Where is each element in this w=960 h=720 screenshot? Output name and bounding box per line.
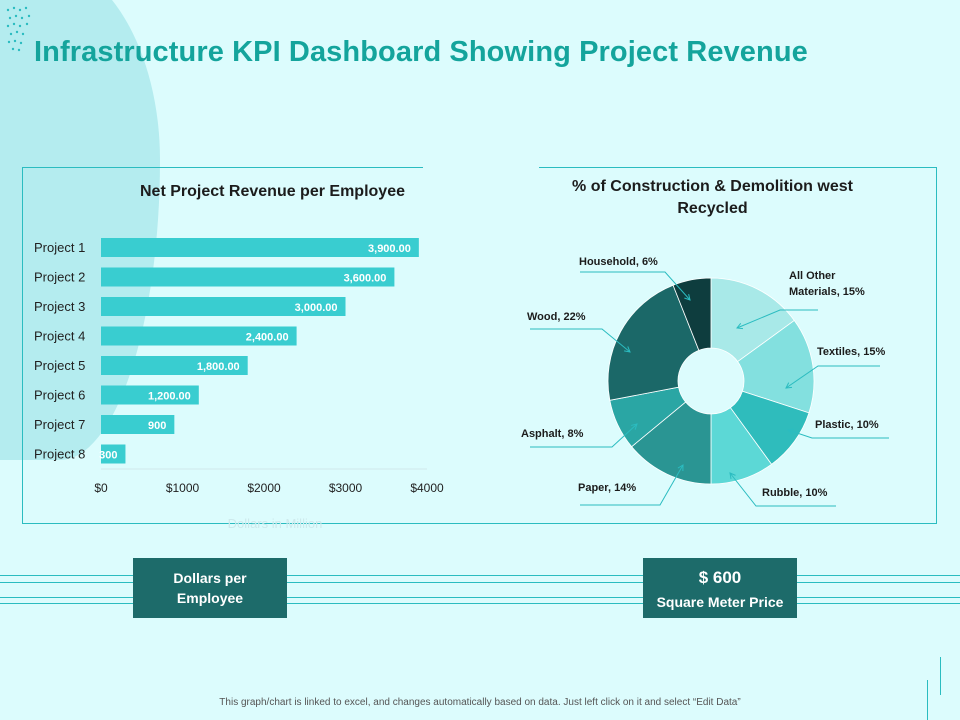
pie-slice <box>672 277 712 351</box>
square-meter-price-label: Square Meter Price <box>656 594 784 610</box>
leader-arrow <box>677 464 684 472</box>
x-tick-label: $0 <box>94 481 108 495</box>
square-meter-price-value: $ 600 <box>698 568 742 587</box>
leader-arrow <box>631 423 638 430</box>
divider-line <box>0 582 960 583</box>
dollars-per-employee-label: Dollars per Employee <box>173 570 247 606</box>
bar-value-label: 900 <box>148 420 166 432</box>
dollars-per-employee-box: Dollars per Employee <box>133 558 287 618</box>
decorative-dots-icon <box>6 6 31 52</box>
leader-line <box>736 309 818 329</box>
leader-arrow <box>787 428 794 435</box>
bar-category-label: Project 6 <box>34 388 85 403</box>
bar <box>101 385 199 405</box>
x-axis-title: Dollars in Million <box>228 516 323 531</box>
leader-arrow <box>624 346 631 353</box>
leader-line <box>729 472 836 507</box>
x-tick-label: $3000 <box>329 481 363 495</box>
bar-category-label: Project 2 <box>34 270 85 285</box>
footer-note: This graph/chart is linked to excel, and… <box>219 697 741 708</box>
pie-label: Plastic, 10% <box>815 419 879 431</box>
page-title: Infrastructure KPI Dashboard Showing Pro… <box>34 36 808 68</box>
bar-category-label: Project 7 <box>34 417 85 432</box>
leader-line <box>580 271 691 301</box>
pie-title-line-1: % of Construction & Demolition west <box>572 178 853 195</box>
bar <box>101 238 419 257</box>
pie-label: Paper, 14% <box>578 482 636 494</box>
pie-label: Materials, 15% <box>789 286 865 298</box>
leader-line <box>787 429 889 439</box>
bar-value-label: 2,400.00 <box>246 332 289 344</box>
pie-title-line-2: Recycled <box>677 200 748 217</box>
bar-category-label: Project 8 <box>34 447 85 462</box>
bar-value-label: 1,800.00 <box>197 361 240 373</box>
bar <box>101 444 126 464</box>
leader-line <box>580 464 684 506</box>
bar-category-label: Project 3 <box>34 299 85 314</box>
bar-chart-title: Net Project Revenue per Employee <box>140 183 405 200</box>
leader-line <box>530 328 631 353</box>
panel-gap <box>423 160 539 172</box>
pie-label: Wood, 22% <box>527 311 586 323</box>
pie-label: Rubble, 10% <box>762 487 828 499</box>
bar-value-label: 300 <box>99 450 117 462</box>
leader-arrow <box>729 472 736 479</box>
x-tick-label: $2000 <box>247 481 281 495</box>
square-meter-price-box: $ 600 Square Meter Price <box>643 558 797 618</box>
divider-line <box>0 603 960 604</box>
bar <box>101 297 346 316</box>
bar-value-label: 3,000.00 <box>295 302 338 314</box>
leader-arrow <box>736 323 744 330</box>
pie-chart-title: % of Construction & Demolition west Recy… <box>540 176 885 220</box>
bar-category-label: Project 4 <box>34 329 85 344</box>
bar <box>101 415 175 434</box>
pie-label: Household, 6% <box>579 256 658 268</box>
pie-label: Textiles, 15% <box>817 346 885 358</box>
leader-line <box>530 423 638 448</box>
divider-line <box>0 575 960 576</box>
x-tick-label: $4000 <box>410 481 444 495</box>
bar <box>101 267 395 287</box>
bar-value-label: 3,900.00 <box>368 243 411 255</box>
bar <box>101 356 248 375</box>
bar <box>101 326 297 346</box>
bar-chart-panel <box>22 167 425 524</box>
x-tick-label: $1000 <box>166 481 200 495</box>
bar-category-label: Project 5 <box>34 358 85 373</box>
pie-slice <box>607 284 700 401</box>
pie-slice <box>710 277 795 363</box>
corner-line <box>927 680 928 720</box>
pie-chart-panel <box>424 167 937 524</box>
bar-value-label: 3,600.00 <box>344 273 387 285</box>
leader-arrow <box>785 382 793 389</box>
leader-line <box>785 365 880 389</box>
pie-label: All Other <box>789 270 836 282</box>
pie-label: Asphalt, 8% <box>521 428 584 440</box>
pie-slice <box>737 319 815 414</box>
corner-line <box>940 657 941 695</box>
bar-value-label: 1,200.00 <box>148 391 191 403</box>
bar-category-label: Project 1 <box>34 240 85 255</box>
divider-line <box>0 597 960 598</box>
leader-arrow <box>684 294 691 301</box>
